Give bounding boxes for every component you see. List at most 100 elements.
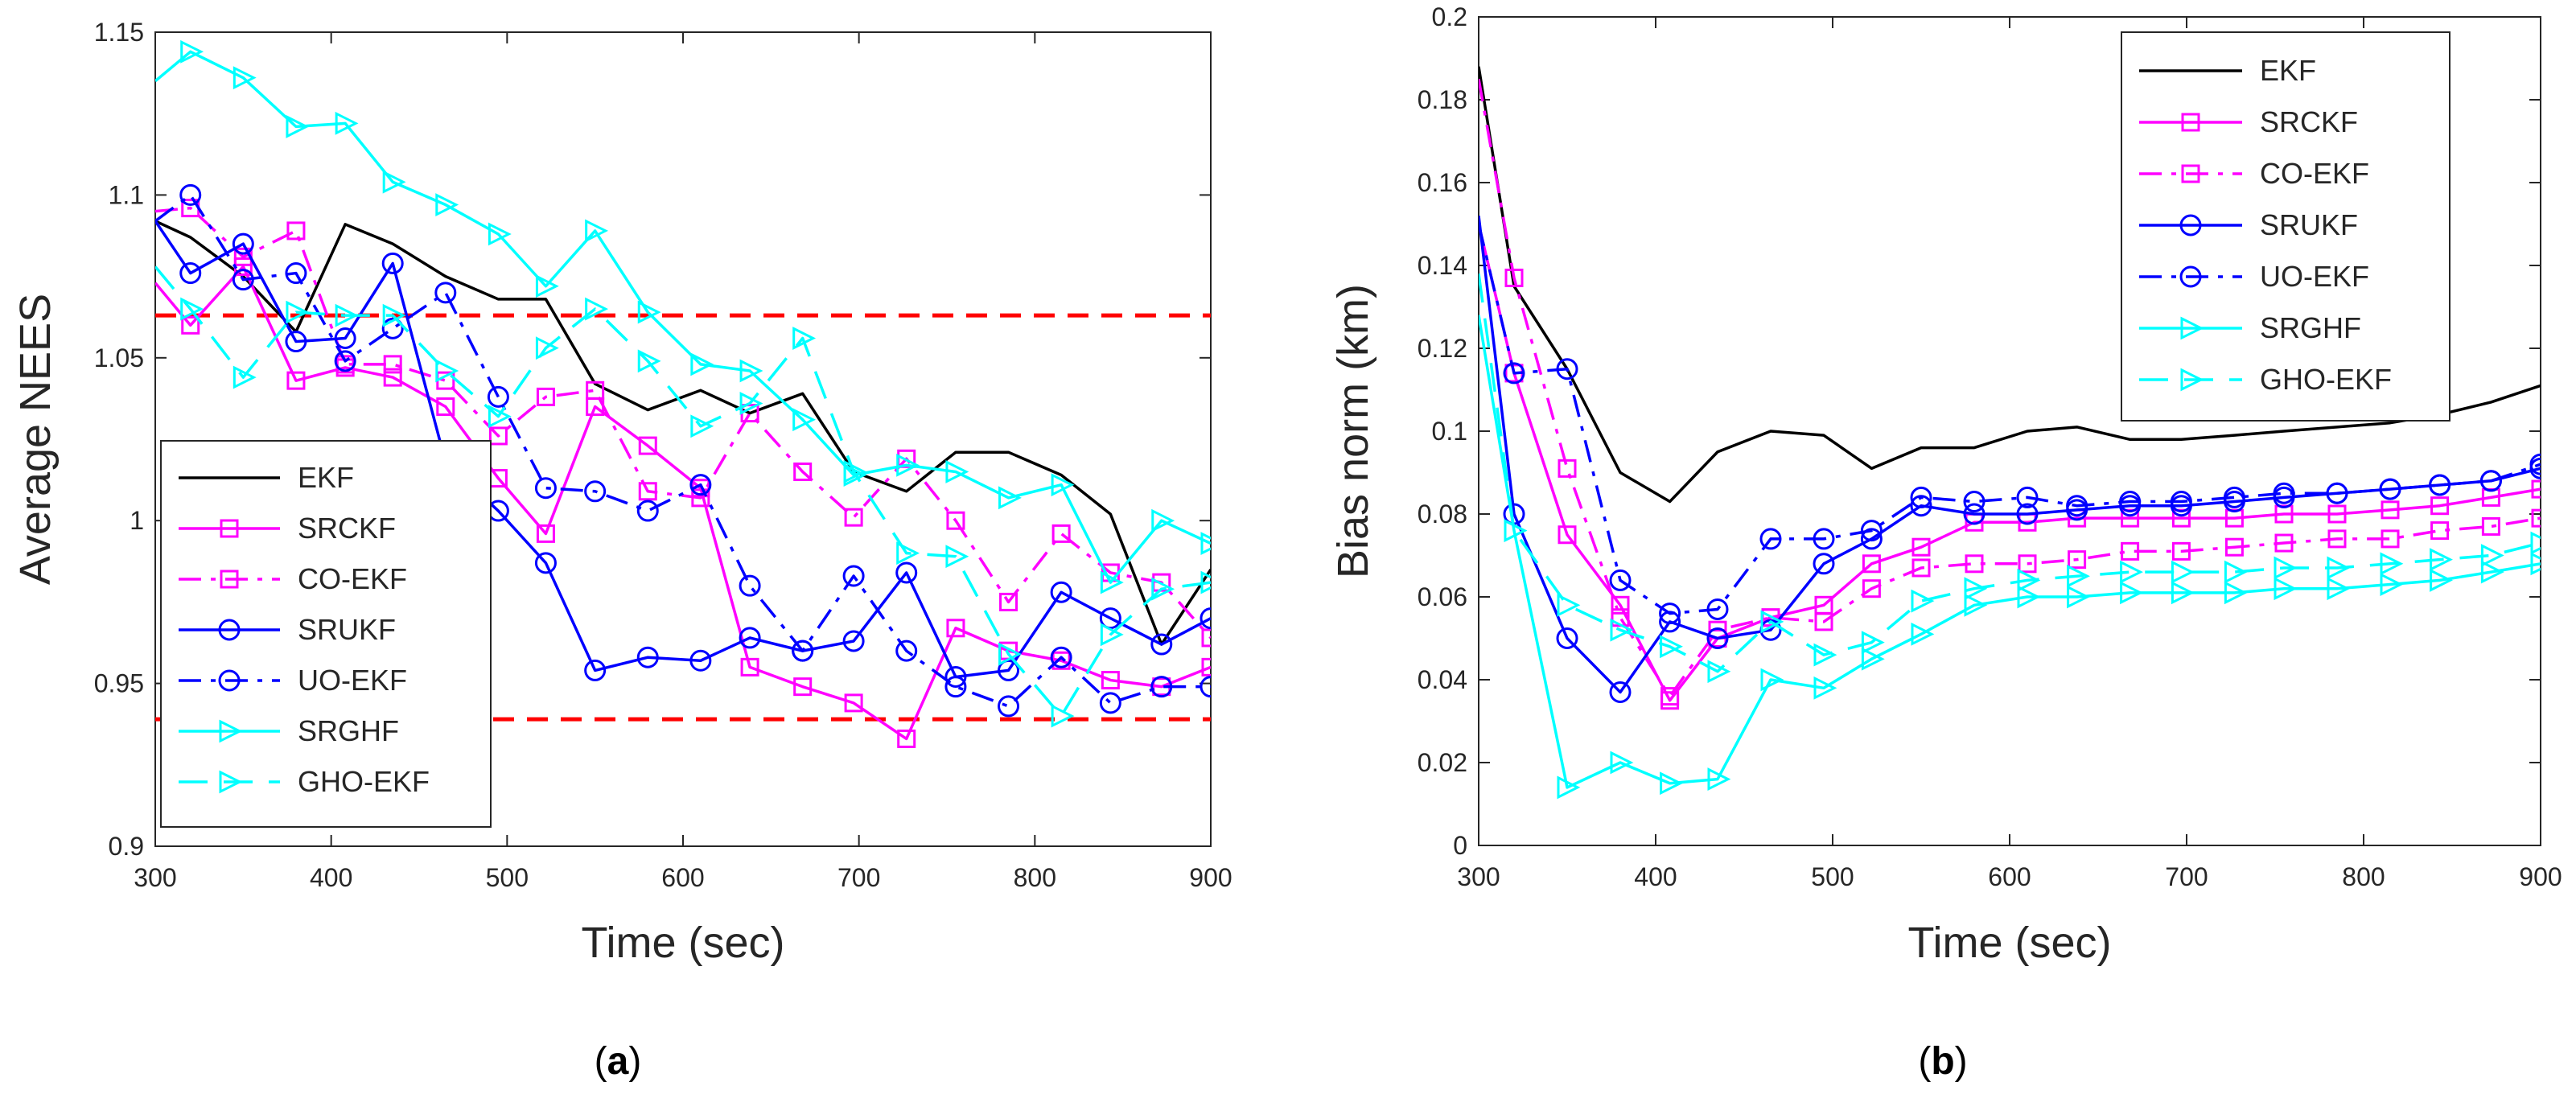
data-point-srckf (1862, 554, 1881, 574)
data-point-srukf (1706, 627, 1729, 649)
data-point-gho-ekf (180, 297, 204, 321)
series-line-ekf (155, 220, 1211, 646)
data-point-srckf (536, 524, 555, 543)
data-point-co-ekf (638, 482, 657, 501)
y-tick-label-b: 0.02 (1418, 748, 1467, 777)
x-tick-label-b: 800 (2342, 862, 2385, 891)
data-point-srghf (1100, 570, 1124, 594)
data-point-srghf (690, 352, 714, 376)
data-point-srukf (1860, 528, 1883, 550)
data-point-srukf (1099, 607, 1121, 630)
legend-marker-srghf (2180, 316, 2204, 340)
legend-item-uo-ekf: UO-EKF (2139, 260, 2369, 293)
data-point-srghf (1911, 622, 1935, 646)
captions: (a) (b) (595, 1040, 1968, 1083)
series-srghf-b (1479, 315, 2541, 800)
series-srukf-a (155, 220, 1211, 689)
legend-label-srckf: SRCKF (298, 512, 396, 545)
data-point-gho-ekf (435, 359, 459, 383)
data-point-srckf (740, 657, 759, 677)
x-tick-label-a: 300 (134, 863, 176, 892)
data-point-uo-ekf (1706, 598, 1729, 620)
data-point-srckf (1611, 595, 1630, 615)
y-axis-label-a: Average NEES (11, 294, 60, 585)
data-point-gho-ekf (2530, 531, 2541, 555)
data-point-co-ekf (586, 380, 605, 400)
caption-b-letter: b (1931, 1040, 1954, 1083)
data-point-srghf (180, 39, 204, 64)
data-point-gho-ekf (1964, 577, 1988, 601)
data-point-co-ekf (1911, 558, 1931, 578)
series-line-srghf (1479, 315, 2541, 789)
data-point-srghf (637, 300, 661, 324)
series-line-uo-ekf (155, 193, 1211, 708)
series-line-srckf (155, 265, 1211, 741)
data-point-srckf (383, 368, 402, 387)
y-tick-label-a: 1.1 (109, 180, 144, 209)
data-point-srckf (2430, 496, 2450, 516)
legend-item-srukf: SRUKF (2139, 208, 2358, 241)
panel-a: 300 400 500 600 700 800 900 0.9 0.95 1 1.05 1.1 1.15… (11, 18, 1232, 967)
data-point-srghf (2224, 581, 2248, 605)
legend-item-srghf: SRGHF (179, 714, 399, 747)
legend-label-co-ekf: CO-EKF (2260, 157, 2369, 190)
data-point-gho-ekf (1100, 623, 1124, 647)
y-tick-label-b: 0.16 (1418, 168, 1467, 197)
data-point-srckf (2381, 500, 2400, 520)
data-point-srckf (1201, 657, 1211, 677)
data-point-co-ekf (2327, 529, 2347, 549)
legend-b: EKF SRCKF CO-EKF SRUKF UO-EKF SRGHF GHO-EKF (2121, 31, 2450, 422)
x-axis-label-a: Time (sec) (582, 919, 785, 967)
data-point-uo-ekf (1609, 569, 1632, 591)
legend-marker-srghf (219, 719, 243, 743)
data-point-co-ekf (1660, 687, 1680, 706)
x-tick-label-a: 700 (837, 863, 880, 892)
data-point-uo-ekf (1099, 692, 1121, 714)
data-point-uo-ekf (334, 350, 356, 372)
data-point-srukf (285, 331, 307, 353)
series-line-uo-ekf (1479, 224, 2541, 615)
legend-label-uo-ekf: UO-EKF (298, 664, 407, 697)
data-point-srukf (895, 561, 918, 584)
series-gho-ekf-b (1479, 274, 2541, 684)
caption-a-letter: a (607, 1040, 629, 1083)
data-point-gho-ekf (232, 365, 257, 389)
data-point-gho-ekf (1911, 589, 1935, 613)
legend-item-srckf: SRCKF (179, 512, 396, 545)
data-point-co-ekf (2381, 529, 2400, 549)
data-point-co-ekf (1051, 524, 1071, 543)
data-point-srghf (1813, 676, 1837, 700)
data-point-gho-ekf (896, 541, 920, 566)
data-point-gho-ekf (2327, 556, 2351, 580)
legend-marker-uo-ekf (2179, 265, 2202, 288)
data-point-srukf (842, 630, 865, 652)
data-point-uo-ekf (1910, 486, 1932, 508)
data-point-gho-ekf (1861, 631, 1885, 655)
data-point-gho-ekf (585, 297, 609, 321)
legend-marker-srukf (2179, 214, 2202, 236)
legend-marker-srukf (218, 619, 241, 641)
legend-label-gho-ekf: GHO-EKF (2260, 363, 2392, 396)
data-point-gho-ekf (637, 349, 661, 373)
y-tick-label-a: 1.15 (94, 18, 144, 47)
legend-box-a (160, 440, 492, 828)
series-co-ekf-a (155, 199, 1211, 648)
data-point-srukf (1150, 633, 1173, 656)
data-point-gho-ekf (1610, 618, 1634, 642)
y-tick-label-b: 0.1 (1432, 417, 1467, 446)
data-point-gho-ekf (286, 300, 310, 324)
data-point-gho-ekf (1151, 577, 1175, 601)
legend-item-srghf: SRGHF (2139, 311, 2361, 344)
data-point-srghf (2327, 577, 2351, 601)
data-point-srghf (739, 359, 763, 383)
data-point-srghf (2017, 585, 2041, 609)
legend-marker-co-ekf (2181, 164, 2200, 183)
data-point-co-ekf (844, 508, 863, 527)
series-line-gho-ekf (155, 265, 1211, 718)
series-line-co-ekf (1479, 78, 2541, 698)
legend-item-gho-ekf: GHO-EKF (2139, 363, 2392, 396)
data-point-uo-ekf (1759, 528, 1782, 550)
data-point-co-ekf (2481, 516, 2500, 536)
data-point-uo-ekf (842, 565, 865, 587)
legend-item-srckf: SRCKF (2139, 105, 2358, 138)
